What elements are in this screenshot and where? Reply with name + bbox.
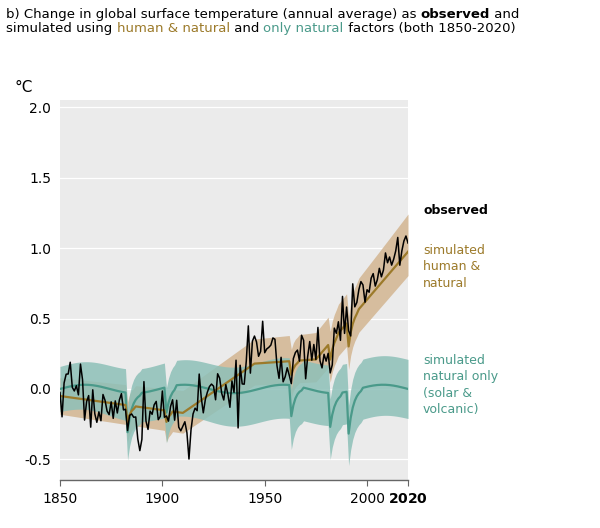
Text: human & natural: human & natural bbox=[116, 22, 230, 35]
Text: and: and bbox=[230, 22, 263, 35]
Text: and: and bbox=[490, 8, 520, 21]
Text: simulated using: simulated using bbox=[6, 22, 116, 35]
Text: factors (both 1850-2020): factors (both 1850-2020) bbox=[343, 22, 515, 35]
Text: simulated
natural only
(solar &
volcanic): simulated natural only (solar & volcanic… bbox=[423, 354, 498, 416]
Text: simulated
human &
natural: simulated human & natural bbox=[423, 244, 485, 290]
Text: b) Change in global surface temperature (annual average) as: b) Change in global surface temperature … bbox=[6, 8, 421, 21]
Text: only natural: only natural bbox=[263, 22, 343, 35]
Text: observed: observed bbox=[423, 204, 488, 216]
Text: observed: observed bbox=[421, 8, 490, 21]
Text: °C: °C bbox=[15, 80, 33, 95]
